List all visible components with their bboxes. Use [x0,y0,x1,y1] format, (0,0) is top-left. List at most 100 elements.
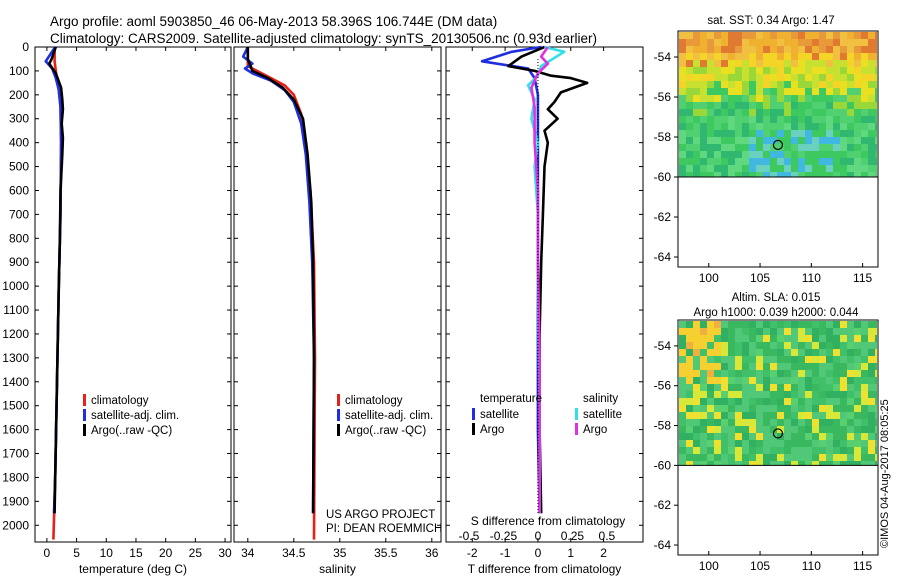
heatmap-cell [686,60,693,67]
heatmap-cell [693,440,700,447]
heatmap-cell [868,158,875,165]
heatmap-cell [749,384,756,391]
heatmap-cell [735,74,742,81]
heatmap-cell [735,398,742,405]
heatmap-cell [770,335,777,342]
heatmap-cell [805,102,812,109]
heatmap-cell [742,384,749,391]
heatmap-cell [847,426,854,433]
heatmap-cell [847,88,854,95]
heatmap-cell [805,363,812,370]
sst-map-panel: sat. SST: 0.34 Argo: 1.47 -54 -56 -58 -60 -62… [654,15,879,285]
heatmap-cell [875,356,877,363]
heatmap-cell [791,60,798,67]
heatmap-cell [763,454,770,461]
heatmap-cell [791,363,798,370]
heatmap-cell [812,419,819,426]
heatmap-cell [819,39,826,46]
heatmap-cell [868,461,875,466]
heatmap-cell [861,151,868,158]
heatmap-cell [791,349,798,356]
heatmap-cell [875,60,877,67]
heatmap-cell [861,158,868,165]
heatmap-cell [742,342,749,349]
heatmap-cell [728,137,735,144]
heatmap-cell [714,39,721,46]
heatmap-cell [756,440,763,447]
heatmap-cell [728,74,735,81]
heatmap-cell [693,447,700,454]
x-tick-label: 30 [218,546,232,560]
heatmap-cell [693,433,700,440]
y-tick-label: 500 [9,160,29,174]
heatmap-cell [812,123,819,130]
heatmap-cell [854,454,861,461]
heatmap-cell [721,116,728,123]
heatmap-cell [707,419,714,426]
heatmap-cell [693,412,700,419]
heatmap-cell [679,172,686,177]
heatmap-cell [777,349,784,356]
heatmap-cell [777,102,784,109]
heatmap-cell [721,88,728,95]
heatmap-cell [749,412,756,419]
heatmap-cell [868,363,875,370]
heatmap-cell [686,321,693,328]
heatmap-cell [819,454,826,461]
heatmap-cell [854,137,861,144]
heatmap-cell [686,342,693,349]
heatmap-cell [791,151,798,158]
heatmap-cell [819,335,826,342]
heatmap-cell [854,60,861,67]
salinity-panel: 34 34.5 35 35.5 36 salinity climatology satelli… [233,46,442,576]
heatmap-cell [868,454,875,461]
heatmap-cell [721,46,728,53]
heatmap-cell [840,447,847,454]
heatmap-cell [679,391,686,398]
heatmap-cell [700,116,707,123]
map-x-tick-label: 110 [802,559,821,573]
heatmap-cell [693,377,700,384]
heatmap-cell [728,349,735,356]
heatmap-cell [854,328,861,335]
project-annotation: US ARGO PROJECT [326,509,435,521]
heatmap-cell [833,46,840,53]
heatmap-cell [728,356,735,363]
heatmap-cell [707,335,714,342]
heatmap-cell [826,74,833,81]
heatmap-cell [749,116,756,123]
heatmap-cell [833,67,840,74]
heatmap-cell [791,454,798,461]
heatmap-cell [679,398,686,405]
heatmap-cell [714,102,721,109]
heatmap-cell [763,356,770,363]
heatmap-cell [770,158,777,165]
heatmap-cell [700,165,707,172]
y-tick-label: 200 [9,88,29,102]
heatmap-cell [847,95,854,102]
heatmap-cell [833,144,840,151]
heatmap-cell [861,39,868,46]
heatmap-cell [840,39,847,46]
legend-label: climatology [345,395,403,407]
heatmap-cell [784,32,791,39]
heatmap-cell [700,419,707,426]
heatmap-cell [875,363,877,370]
heatmap-cell [749,172,756,177]
heatmap-cell [812,440,819,447]
heatmap-cell [756,53,763,60]
map-y-tick-label: -60 [654,458,672,472]
heatmap-cell [826,461,833,466]
heatmap-cell [721,81,728,88]
heatmap-cell [763,67,770,74]
heatmap-cell [763,328,770,335]
heatmap-cell [840,32,847,39]
heatmap-cell [875,53,877,60]
heatmap-cell [721,412,728,419]
heatmap-cell [679,137,686,144]
heatmap-cell [693,67,700,74]
heatmap-cell [861,130,868,137]
heatmap-cell [749,370,756,377]
heatmap-cell [805,321,812,328]
heatmap-cell [805,447,812,454]
